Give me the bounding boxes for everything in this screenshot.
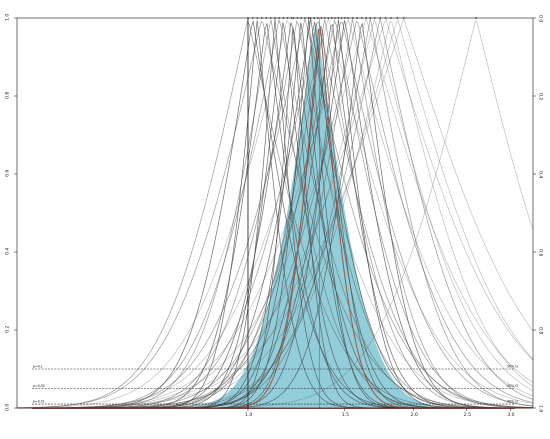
x-tick-label-0: 1.0 bbox=[245, 412, 252, 418]
axes-layer: 1.0 1.5 2.0 2.5 3.0 1.0 0.8 0.6 0.4 0.2 0.0 0.0 0.2 0… bbox=[5, 14, 544, 418]
left-y-tick-label-2: 0.6 bbox=[5, 170, 11, 177]
study-curve-j bbox=[16, 19, 534, 409]
right-y-tick-label-4: 0.8 bbox=[537, 327, 543, 334]
left-y-tick-label-4: 0.2 bbox=[5, 326, 11, 333]
study-curve-o bbox=[16, 17, 534, 409]
study-curve-af bbox=[17, 17, 534, 409]
study-curve-ab bbox=[17, 18, 534, 409]
study-curve-a bbox=[16, 20, 533, 409]
study-curve-aj bbox=[16, 18, 534, 409]
reference-right-label-0: 90% CI bbox=[507, 365, 518, 369]
x-tick-label-4: 3.0 bbox=[507, 412, 514, 418]
plot-frame bbox=[16, 17, 534, 409]
x-tick-label-2: 2.0 bbox=[410, 412, 417, 418]
study-curve-v bbox=[17, 17, 534, 409]
study-curve-am bbox=[16, 17, 534, 409]
right-y-tick-label-1: 0.2 bbox=[537, 93, 543, 100]
x-tick-label-1: 1.5 bbox=[342, 412, 349, 418]
right-y-tick-label-2: 0.4 bbox=[537, 171, 543, 178]
right-y-tick-label-3: 0.6 bbox=[537, 249, 543, 256]
left-y-tick-label-5: 0.0 bbox=[5, 404, 11, 411]
left-y-tick-label-0: 1.0 bbox=[5, 14, 11, 21]
right-y-tick-label-0: 0.0 bbox=[537, 15, 543, 22]
left-y-tick-label-3: 0.4 bbox=[5, 248, 11, 255]
reference-left-label-0: p=0.1 bbox=[33, 365, 43, 369]
right-y-tick-label-5: 1.0 bbox=[537, 405, 543, 412]
reference-right-label-2: 99% CI bbox=[507, 400, 518, 404]
x-tick-label-3: 2.5 bbox=[464, 412, 471, 418]
left-y-tick-label-1: 0.8 bbox=[5, 92, 11, 99]
reference-left-label-2: p=0.01 bbox=[33, 400, 45, 404]
reference-left-label-1: p=0.05 bbox=[33, 384, 45, 388]
reference-right-label-1: 95% CI bbox=[507, 384, 518, 388]
reference-lines-layer: p=0.1 90% CI p=0.05 95% CI p=0.01 99% CI bbox=[32, 365, 518, 405]
